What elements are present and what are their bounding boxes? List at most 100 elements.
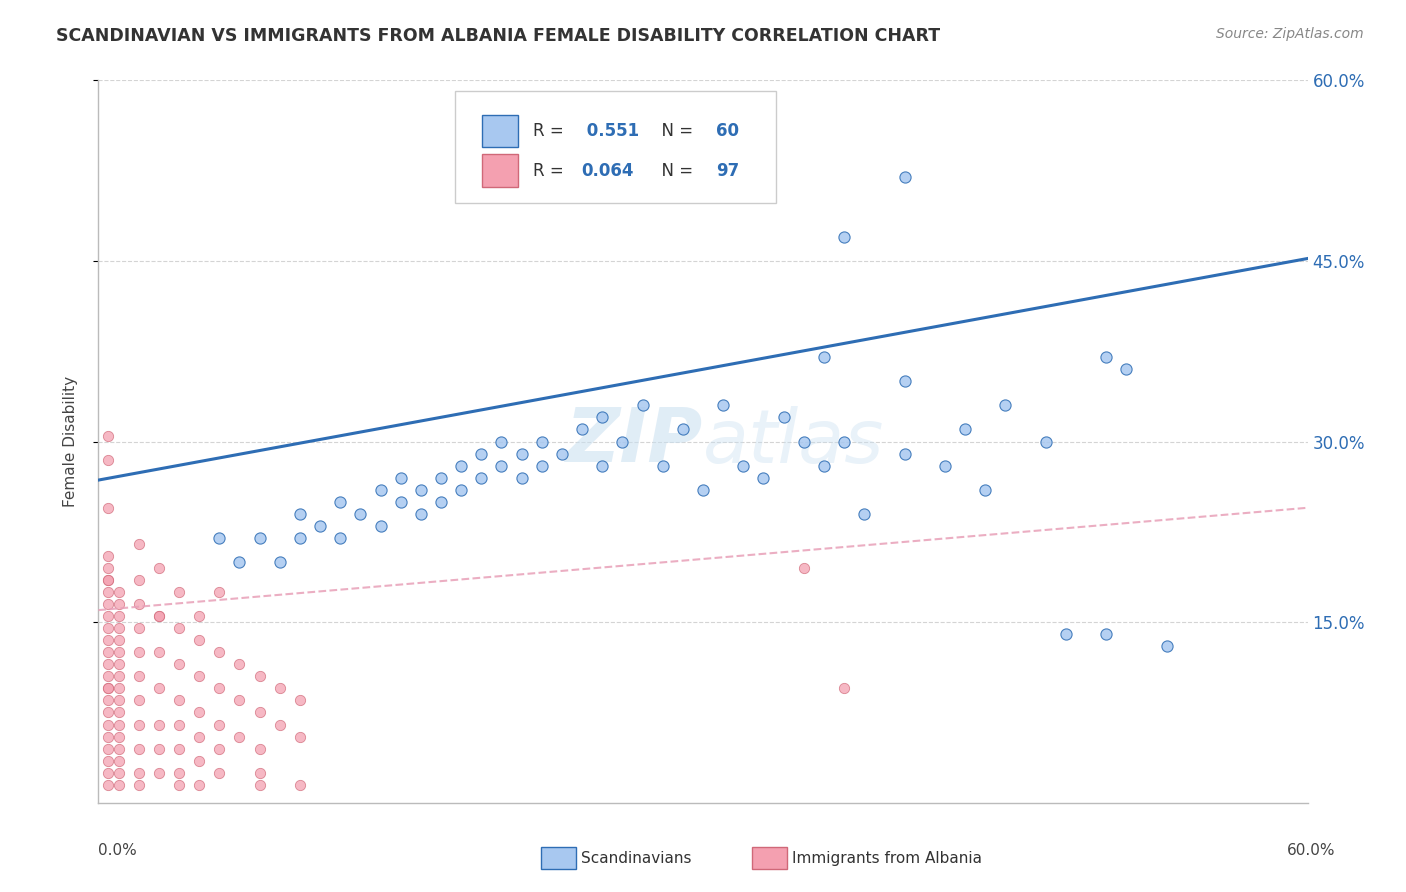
Point [249, 778, 271, 792]
Point [128, 741, 150, 756]
Point [107, 621, 129, 635]
Point [208, 531, 231, 545]
Point [571, 422, 593, 436]
Point [208, 645, 231, 659]
Point [832, 681, 855, 696]
Point [97, 706, 120, 720]
Point [107, 741, 129, 756]
Point [953, 422, 976, 436]
Point [128, 717, 150, 731]
Point [148, 681, 170, 696]
Point [107, 754, 129, 768]
Point [228, 693, 250, 707]
Point [208, 681, 231, 696]
Point [107, 693, 129, 707]
Point [1115, 362, 1137, 376]
Point [249, 706, 271, 720]
Point [167, 741, 190, 756]
Point [893, 374, 915, 388]
Point [97, 645, 120, 659]
Text: 60.0%: 60.0% [1288, 843, 1336, 858]
Text: 97: 97 [716, 161, 740, 179]
Point [994, 398, 1017, 412]
Point [269, 555, 291, 569]
Point [430, 470, 453, 484]
Point [491, 434, 513, 449]
FancyBboxPatch shape [456, 91, 776, 203]
Text: 0.0%: 0.0% [98, 843, 138, 858]
Point [510, 470, 533, 484]
Point [551, 446, 574, 460]
Point [97, 693, 120, 707]
Point [167, 657, 190, 672]
Point [249, 531, 271, 545]
Point [309, 518, 332, 533]
Point [128, 573, 150, 587]
Point [97, 730, 120, 744]
Point [832, 230, 855, 244]
Point [167, 778, 190, 792]
Point [288, 507, 311, 521]
Point [107, 706, 129, 720]
Point [97, 585, 120, 599]
Point [128, 693, 150, 707]
Point [148, 561, 170, 575]
Text: 60: 60 [716, 122, 740, 140]
Point [167, 717, 190, 731]
Point [772, 410, 794, 425]
Point [97, 754, 120, 768]
Text: atlas: atlas [703, 406, 884, 477]
Point [813, 350, 835, 364]
Point [97, 741, 120, 756]
Point [249, 741, 271, 756]
Point [491, 458, 513, 473]
Point [288, 778, 311, 792]
Point [752, 470, 775, 484]
Point [148, 645, 170, 659]
Text: Immigrants from Albania: Immigrants from Albania [792, 851, 981, 865]
Text: 0.551: 0.551 [581, 122, 638, 140]
Point [389, 470, 412, 484]
Point [793, 561, 815, 575]
Y-axis label: Female Disability: Female Disability [63, 376, 77, 508]
Point [107, 645, 129, 659]
Point [107, 585, 129, 599]
Point [269, 717, 291, 731]
Text: N =: N = [651, 161, 699, 179]
Point [853, 507, 876, 521]
Point [409, 507, 432, 521]
Point [167, 765, 190, 780]
Point [107, 778, 129, 792]
Point [530, 434, 553, 449]
Text: N =: N = [651, 122, 699, 140]
Point [148, 717, 170, 731]
FancyBboxPatch shape [482, 154, 517, 186]
Point [208, 717, 231, 731]
Point [389, 494, 412, 508]
Point [97, 549, 120, 563]
Point [97, 573, 120, 587]
Point [370, 518, 392, 533]
Point [97, 452, 120, 467]
Point [188, 669, 211, 683]
Point [893, 446, 915, 460]
Point [107, 669, 129, 683]
Point [470, 470, 492, 484]
Point [591, 410, 613, 425]
Point [1095, 350, 1118, 364]
Point [349, 507, 371, 521]
Point [672, 422, 695, 436]
Point [450, 483, 472, 497]
Text: SCANDINAVIAN VS IMMIGRANTS FROM ALBANIA FEMALE DISABILITY CORRELATION CHART: SCANDINAVIAN VS IMMIGRANTS FROM ALBANIA … [56, 27, 941, 45]
Point [591, 458, 613, 473]
Point [631, 398, 654, 412]
Point [97, 681, 120, 696]
Point [370, 483, 392, 497]
Text: Scandinavians: Scandinavians [581, 851, 692, 865]
Point [128, 537, 150, 551]
Point [97, 778, 120, 792]
Text: Source: ZipAtlas.com: Source: ZipAtlas.com [1216, 27, 1364, 41]
Point [208, 741, 231, 756]
Point [97, 765, 120, 780]
Point [974, 483, 997, 497]
